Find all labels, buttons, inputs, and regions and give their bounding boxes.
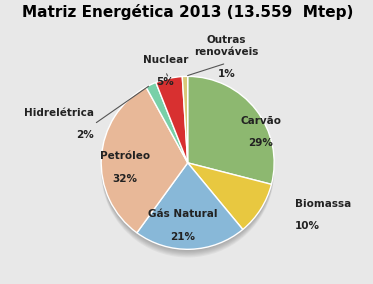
Text: 1%: 1% — [217, 69, 235, 79]
Text: Hidrelétrica: Hidrelétrica — [24, 108, 94, 118]
Wedge shape — [188, 79, 274, 187]
Wedge shape — [137, 165, 243, 252]
Wedge shape — [182, 81, 188, 168]
Text: Gás Natural: Gás Natural — [148, 209, 217, 219]
Wedge shape — [156, 81, 188, 168]
Text: 2%: 2% — [76, 130, 94, 140]
Wedge shape — [101, 88, 188, 234]
Text: Nuclear: Nuclear — [142, 55, 188, 65]
Wedge shape — [188, 170, 272, 237]
Wedge shape — [146, 91, 188, 171]
Wedge shape — [156, 82, 188, 169]
Wedge shape — [137, 171, 243, 258]
Text: Carvão: Carvão — [241, 116, 282, 126]
Wedge shape — [188, 164, 272, 231]
Wedge shape — [188, 163, 272, 229]
Wedge shape — [182, 83, 188, 170]
Text: Biomassa: Biomassa — [295, 199, 351, 209]
Wedge shape — [188, 76, 274, 184]
Wedge shape — [188, 82, 274, 190]
Wedge shape — [188, 85, 274, 193]
Wedge shape — [188, 83, 274, 191]
Wedge shape — [156, 76, 188, 163]
Wedge shape — [146, 87, 188, 168]
Text: 5%: 5% — [156, 77, 174, 87]
Wedge shape — [156, 83, 188, 170]
Text: Outras
renováveis: Outras renováveis — [194, 35, 258, 57]
Wedge shape — [182, 76, 188, 163]
Text: 10%: 10% — [295, 221, 320, 231]
Wedge shape — [182, 78, 188, 164]
Wedge shape — [137, 163, 243, 249]
Wedge shape — [182, 79, 188, 165]
Wedge shape — [146, 86, 188, 166]
Wedge shape — [146, 82, 188, 163]
Wedge shape — [101, 87, 188, 233]
Wedge shape — [101, 94, 188, 240]
Wedge shape — [101, 93, 188, 239]
Wedge shape — [101, 87, 188, 233]
Title: Matriz Energética 2013 (13.559  Mtep): Matriz Energética 2013 (13.559 Mtep) — [22, 4, 353, 20]
Wedge shape — [101, 92, 188, 237]
Text: 29%: 29% — [248, 138, 273, 148]
Text: Petróleo: Petróleo — [100, 151, 150, 161]
Wedge shape — [188, 76, 274, 184]
Wedge shape — [188, 171, 272, 238]
Wedge shape — [146, 89, 188, 170]
Wedge shape — [156, 80, 188, 166]
Wedge shape — [101, 95, 188, 241]
Wedge shape — [156, 79, 188, 165]
Wedge shape — [137, 169, 243, 255]
Wedge shape — [188, 80, 274, 188]
Wedge shape — [137, 163, 243, 249]
Wedge shape — [188, 165, 272, 232]
Wedge shape — [146, 88, 188, 169]
Wedge shape — [188, 163, 272, 229]
Wedge shape — [182, 80, 188, 166]
Wedge shape — [137, 170, 243, 256]
Wedge shape — [137, 166, 243, 253]
Wedge shape — [182, 85, 188, 171]
Wedge shape — [182, 76, 188, 163]
Wedge shape — [137, 164, 243, 250]
Wedge shape — [188, 168, 272, 234]
Wedge shape — [188, 81, 274, 189]
Wedge shape — [188, 166, 272, 233]
Wedge shape — [146, 82, 188, 163]
Wedge shape — [156, 76, 188, 163]
Wedge shape — [101, 89, 188, 235]
Wedge shape — [188, 78, 274, 185]
Text: 32%: 32% — [112, 174, 137, 183]
Wedge shape — [188, 169, 272, 235]
Wedge shape — [101, 91, 188, 236]
Wedge shape — [156, 78, 188, 164]
Wedge shape — [146, 83, 188, 164]
Text: 21%: 21% — [170, 231, 195, 241]
Wedge shape — [137, 168, 243, 254]
Wedge shape — [156, 85, 188, 171]
Wedge shape — [146, 85, 188, 165]
Wedge shape — [182, 82, 188, 169]
